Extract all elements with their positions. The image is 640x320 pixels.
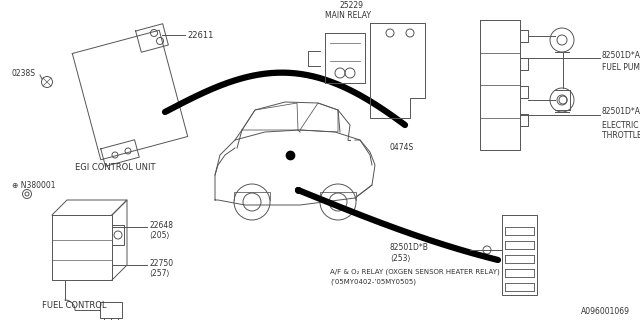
Text: ELECTRIC CONTROL: ELECTRIC CONTROL bbox=[602, 121, 640, 130]
Text: 82501D*A: 82501D*A bbox=[602, 51, 640, 60]
Text: THROTTLE RELAY: THROTTLE RELAY bbox=[602, 131, 640, 140]
Text: 22750: 22750 bbox=[149, 259, 173, 268]
Text: (’05MY0402-’05MY0505): (’05MY0402-’05MY0505) bbox=[330, 279, 416, 285]
Text: A096001069: A096001069 bbox=[581, 308, 630, 316]
Text: A/F & O₂ RELAY (OXGEN SENSOR HEATER RELAY): A/F & O₂ RELAY (OXGEN SENSOR HEATER RELA… bbox=[330, 269, 500, 275]
Text: ⊕ N380001: ⊕ N380001 bbox=[12, 180, 56, 189]
Text: 82501D*A: 82501D*A bbox=[602, 108, 640, 116]
Text: FUEL PUMP RELAY: FUEL PUMP RELAY bbox=[602, 63, 640, 73]
Text: 22611: 22611 bbox=[187, 30, 213, 39]
Text: 0474S: 0474S bbox=[390, 143, 414, 153]
Text: 25229: 25229 bbox=[340, 2, 364, 11]
Text: 82501D*B: 82501D*B bbox=[390, 244, 429, 252]
Text: MAIN RELAY: MAIN RELAY bbox=[325, 11, 371, 20]
Text: 0238S: 0238S bbox=[12, 68, 36, 77]
Text: 22648: 22648 bbox=[149, 220, 173, 229]
Text: EGI CONTROL UNIT: EGI CONTROL UNIT bbox=[75, 164, 156, 172]
Text: ⟨257⟩: ⟨257⟩ bbox=[149, 268, 170, 277]
Text: FUEL CONTROL: FUEL CONTROL bbox=[42, 300, 106, 309]
Text: ⟨253⟩: ⟨253⟩ bbox=[390, 253, 410, 262]
Text: ⟨205⟩: ⟨205⟩ bbox=[149, 230, 170, 239]
